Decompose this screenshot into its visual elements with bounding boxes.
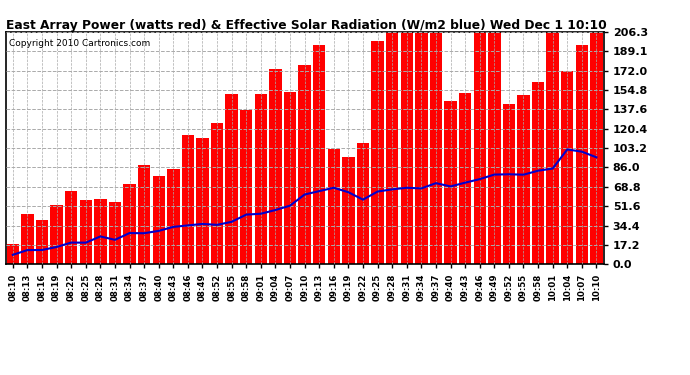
Bar: [342, 157, 355, 264]
Bar: [94, 199, 106, 264]
Bar: [371, 41, 384, 264]
Bar: [269, 69, 282, 264]
Bar: [152, 177, 165, 264]
Bar: [21, 214, 34, 264]
Bar: [430, 32, 442, 264]
Bar: [196, 138, 208, 264]
Bar: [488, 32, 500, 264]
Bar: [386, 32, 398, 264]
Bar: [503, 104, 515, 264]
Bar: [124, 184, 136, 264]
Bar: [328, 149, 340, 264]
Bar: [226, 94, 238, 264]
Bar: [50, 205, 63, 264]
Bar: [109, 202, 121, 264]
Bar: [36, 220, 48, 264]
Bar: [590, 32, 602, 264]
Bar: [561, 70, 573, 264]
Bar: [357, 142, 369, 264]
Text: East Array Power (watts red) & Effective Solar Radiation (W/m2 blue) Wed Dec 1 1: East Array Power (watts red) & Effective…: [6, 19, 607, 32]
Bar: [473, 32, 486, 264]
Bar: [415, 32, 428, 264]
Bar: [79, 200, 92, 264]
Bar: [518, 95, 530, 264]
Bar: [65, 191, 77, 264]
Bar: [459, 93, 471, 264]
Bar: [299, 65, 310, 264]
Bar: [211, 123, 224, 264]
Text: Copyright 2010 Cartronics.com: Copyright 2010 Cartronics.com: [8, 39, 150, 48]
Bar: [181, 135, 194, 264]
Bar: [240, 110, 253, 264]
Bar: [546, 32, 559, 264]
Bar: [167, 169, 179, 264]
Bar: [313, 45, 326, 264]
Bar: [284, 92, 296, 264]
Bar: [401, 32, 413, 264]
Bar: [7, 244, 19, 264]
Bar: [575, 45, 588, 264]
Bar: [138, 165, 150, 264]
Bar: [444, 101, 457, 264]
Bar: [255, 94, 267, 264]
Bar: [532, 82, 544, 264]
